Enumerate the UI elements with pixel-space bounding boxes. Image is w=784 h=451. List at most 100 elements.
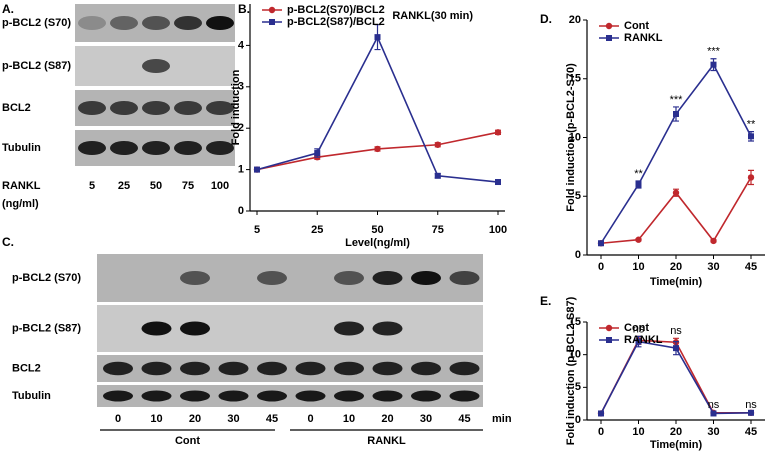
panel-label: C. bbox=[2, 235, 14, 249]
data-point bbox=[434, 141, 441, 148]
x-axis-label: Time(min) bbox=[650, 439, 703, 451]
y-tick-label: 0 bbox=[575, 414, 581, 426]
x-tick-label: 0 bbox=[598, 261, 604, 273]
y-tick-label: 0 bbox=[575, 249, 581, 261]
blot-band bbox=[411, 390, 441, 402]
panel-label: E. bbox=[540, 294, 551, 308]
significance-label: ns bbox=[708, 399, 720, 411]
blot-band bbox=[218, 390, 249, 402]
data-point bbox=[673, 345, 679, 352]
x-tick-label: 20 bbox=[670, 261, 682, 273]
group-label: Cont bbox=[175, 435, 200, 447]
blot-band bbox=[180, 390, 210, 402]
data-point bbox=[495, 179, 501, 186]
blot-row-label: Tubulin bbox=[12, 390, 51, 402]
legend-label: RANKL bbox=[624, 32, 663, 44]
unit-label: min bbox=[492, 413, 512, 425]
lane-label: 75 bbox=[182, 180, 194, 192]
legend-marker bbox=[606, 35, 612, 41]
legend-marker bbox=[605, 22, 613, 30]
legend-label: Cont bbox=[624, 20, 649, 32]
x-axis-label: Level(ng/ml) bbox=[345, 237, 410, 249]
lane-label: 20 bbox=[189, 413, 201, 425]
x-tick-label: 20 bbox=[670, 426, 682, 438]
blot-band bbox=[334, 390, 364, 402]
lane-label: 0 bbox=[115, 413, 121, 425]
blot-band bbox=[103, 361, 133, 376]
y-tick-label: 4 bbox=[238, 39, 245, 51]
blot-band bbox=[78, 101, 106, 115]
series-line bbox=[600, 177, 752, 245]
data-point bbox=[710, 61, 717, 68]
blot-band bbox=[142, 16, 170, 30]
blot-band bbox=[110, 101, 138, 115]
data-point bbox=[374, 34, 381, 41]
legend-marker bbox=[605, 324, 613, 332]
y-tick-label: 2 bbox=[238, 122, 244, 134]
lane-label: 100 bbox=[211, 180, 229, 192]
blot-band bbox=[372, 390, 403, 402]
data-point bbox=[635, 338, 642, 345]
data-point bbox=[314, 150, 321, 157]
blot-band bbox=[180, 321, 210, 336]
legend-label: p-BCL2(S87)/BCL2 bbox=[287, 16, 385, 28]
blot-band bbox=[110, 16, 138, 30]
blot-band bbox=[206, 141, 234, 155]
y-tick-label: 15 bbox=[569, 316, 581, 328]
y-tick-label: 10 bbox=[569, 131, 581, 143]
blot-row-label: p-BCL2 (S70) bbox=[2, 17, 71, 29]
blot-band bbox=[449, 361, 480, 376]
blot-row-label: p-BCL2 (S87) bbox=[12, 322, 81, 334]
significance-label: *** bbox=[707, 46, 721, 58]
lane-label: 10 bbox=[343, 413, 355, 425]
legend-marker bbox=[606, 337, 612, 343]
blot-row-label: Tubulin bbox=[2, 142, 41, 154]
x-tick-label: 0 bbox=[598, 426, 604, 438]
significance-label: *** bbox=[670, 94, 684, 106]
legend-marker bbox=[269, 19, 275, 25]
blot-band bbox=[103, 390, 133, 402]
significance-label: ns bbox=[670, 325, 682, 337]
panel-label: A. bbox=[2, 2, 14, 16]
blot-band bbox=[110, 141, 138, 155]
y-tick-label: 10 bbox=[569, 349, 581, 361]
blot-band bbox=[174, 16, 202, 30]
y-tick-label: 5 bbox=[575, 190, 581, 202]
x-tick-label: 30 bbox=[707, 426, 719, 438]
blot-row-label: p-BCL2 (S70) bbox=[12, 272, 81, 284]
blot-band bbox=[78, 16, 106, 30]
lane-label: 30 bbox=[227, 413, 239, 425]
blot-band bbox=[142, 101, 170, 115]
blot-band bbox=[411, 361, 441, 376]
blot-band bbox=[411, 271, 441, 285]
blot-band bbox=[334, 361, 364, 376]
data-point bbox=[374, 145, 381, 153]
data-point bbox=[635, 236, 642, 243]
series-line bbox=[256, 35, 499, 183]
blot-band bbox=[218, 361, 249, 376]
blot-band bbox=[257, 390, 287, 402]
lane-label: 45 bbox=[266, 413, 278, 425]
x-tick-label: 5 bbox=[254, 224, 260, 236]
data-point bbox=[635, 181, 642, 188]
data-point bbox=[434, 172, 441, 179]
blot-row-label: BCL2 bbox=[2, 102, 31, 114]
data-point bbox=[710, 237, 717, 245]
blot-band bbox=[449, 271, 480, 285]
blot-band bbox=[334, 271, 364, 285]
x-axis-label: Time(min) bbox=[650, 276, 703, 288]
data-point bbox=[673, 111, 679, 117]
blot-band bbox=[206, 101, 234, 115]
blot-band bbox=[180, 361, 210, 376]
significance-label: ** bbox=[634, 168, 643, 180]
data-point bbox=[710, 410, 717, 417]
blot-band bbox=[257, 361, 287, 376]
data-point bbox=[598, 240, 604, 247]
y-axis-label: Fold induction (p-BCL2-S70) bbox=[565, 63, 577, 212]
blot-band bbox=[206, 16, 234, 30]
blot-band bbox=[141, 361, 172, 376]
blot-band bbox=[174, 101, 202, 115]
significance-label: ** bbox=[747, 119, 756, 131]
blot-row bbox=[97, 385, 483, 407]
